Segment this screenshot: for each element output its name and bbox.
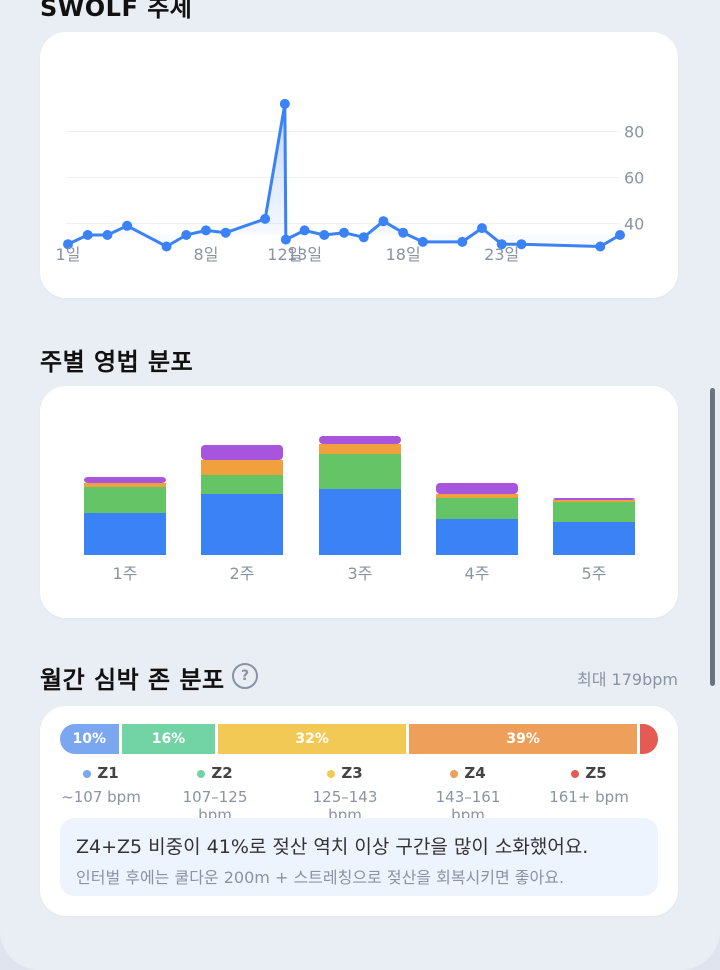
x-tick-label: 23일 — [484, 245, 519, 264]
swolf-chart-card: 40 60 80 1일 8일 12일 13일 18일 23일 — [40, 32, 678, 298]
zone-dot — [571, 769, 580, 778]
x-tick-label: 13일 — [287, 245, 322, 264]
zone-segment-z3[interactable]: 32% — [218, 724, 406, 754]
bar-segment[interactable] — [201, 494, 283, 555]
swolf-point[interactable] — [201, 225, 211, 236]
help-icon[interactable]: ? — [232, 663, 258, 689]
swolf-point[interactable] — [319, 230, 330, 240]
swolf-point[interactable] — [122, 220, 133, 231]
swolf-point[interactable] — [398, 227, 409, 238]
max-heart-rate-label: 최대 179bpm — [577, 670, 678, 689]
zone-dot — [327, 769, 336, 778]
swolf-point[interactable] — [378, 216, 389, 227]
zone-legend-z3: Z3 125–143 bpm — [312, 764, 378, 824]
week-label: 3주 — [348, 564, 373, 583]
bar-segment[interactable] — [319, 489, 401, 555]
x-tick-label: 18일 — [386, 245, 421, 264]
zone-segment-z4[interactable]: 39% — [408, 724, 638, 754]
x-tick-label: 8일 — [194, 245, 219, 264]
scrollbar[interactable] — [710, 388, 715, 686]
bar-segment[interactable] — [84, 477, 166, 483]
bar-segment[interactable] — [436, 494, 518, 498]
swolf-section-title: SWOLF 추세 — [40, 0, 193, 22]
weekly-stacked-bar-chart: 1주 2주 3주 4주 5주 — [84, 436, 635, 583]
swolf-point[interactable] — [417, 236, 428, 247]
week-label: 2주 — [230, 564, 255, 583]
bar-segment[interactable] — [553, 500, 635, 502]
zone-legend-z2: Z2 107–125 bpm — [182, 764, 248, 824]
swolf-point[interactable] — [339, 227, 349, 238]
swolf-point[interactable] — [358, 232, 369, 243]
zone-legend-z5: Z5 161+ bpm — [549, 764, 629, 806]
swolf-point[interactable] — [181, 230, 192, 240]
swolf-point[interactable] — [477, 223, 487, 234]
zone-segment-z5[interactable] — [640, 724, 658, 754]
week-label: 5주 — [582, 564, 607, 583]
y-tick-label: 80 — [624, 123, 644, 142]
bar-segment[interactable] — [436, 483, 518, 494]
x-tick-label: 12일 — [267, 245, 302, 264]
zone-legend-z4: Z4 143–161 bpm — [435, 764, 501, 824]
swolf-point[interactable] — [220, 227, 231, 238]
bar-segment[interactable] — [84, 483, 166, 487]
bar-segment[interactable] — [84, 487, 166, 513]
swolf-point[interactable] — [516, 239, 527, 250]
y-tick-label: 60 — [624, 169, 644, 188]
swolf-point[interactable] — [161, 241, 172, 252]
bar-segment[interactable] — [553, 502, 635, 522]
bar-segment[interactable] — [319, 436, 401, 444]
bar-segment[interactable] — [201, 475, 283, 494]
bar-segment[interactable] — [436, 498, 518, 519]
bar-segment[interactable] — [553, 498, 635, 500]
zone-segment-z1[interactable]: 10% — [60, 724, 119, 754]
swolf-line — [67, 102, 621, 248]
zone-distribution-bar: 10% 16% 32% 39% — [60, 724, 658, 754]
swolf-area — [68, 103, 620, 247]
bar-segment[interactable] — [319, 454, 401, 489]
swolf-point[interactable] — [260, 213, 271, 224]
zone-segment-z2[interactable]: 16% — [121, 724, 216, 754]
swolf-point[interactable] — [102, 230, 113, 240]
bar-segment[interactable] — [553, 522, 635, 555]
swolf-point[interactable] — [457, 236, 468, 247]
zone-dot — [450, 769, 459, 778]
swolf-point[interactable] — [595, 241, 606, 252]
swolf-point[interactable] — [299, 225, 310, 236]
week-label: 1주 — [113, 564, 138, 583]
zone-dot — [197, 769, 206, 778]
insight-main-text: Z4+Z5 비중이 41%로 젖산 역치 이상 구간을 많이 소화했어요. — [76, 836, 589, 858]
heart-section-title: 월간 심박 존 분포 — [40, 666, 225, 694]
insight-sub-text: 인터벌 후에는 쿨다운 200m + 스트레칭으로 젖산을 회복시키면 좋아요. — [76, 868, 565, 887]
swolf-point[interactable] — [280, 234, 291, 245]
x-tick-label: 1일 — [56, 245, 81, 264]
swolf-point[interactable] — [82, 230, 93, 240]
swolf-point[interactable] — [279, 98, 290, 109]
heart-zone-card: 10% 16% 32% 39% Z1 ~107 bpm Z2 107–125 bpm Z3 12… — [40, 706, 678, 916]
bar-segment[interactable] — [319, 444, 401, 454]
bar-segment[interactable] — [201, 460, 283, 475]
bar-segment[interactable] — [436, 519, 518, 555]
insight-note: Z4+Z5 비중이 41%로 젖산 역치 이상 구간을 많이 소화했어요. 인터… — [60, 818, 658, 896]
y-tick-label: 40 — [624, 215, 644, 234]
week-label: 4주 — [465, 564, 490, 583]
bar-segment[interactable] — [84, 513, 166, 555]
swolf-point[interactable] — [63, 239, 73, 250]
weekly-section-title: 주별 영법 분포 — [40, 348, 194, 376]
weekly-stroke-card: 1주 2주 3주 4주 5주 — [40, 386, 678, 618]
bar-segment[interactable] — [201, 445, 283, 460]
swolf-point[interactable] — [496, 239, 507, 250]
swolf-point[interactable] — [615, 230, 625, 240]
zone-dot — [83, 769, 92, 778]
zone-legend-z1: Z1 ~107 bpm — [61, 764, 141, 806]
